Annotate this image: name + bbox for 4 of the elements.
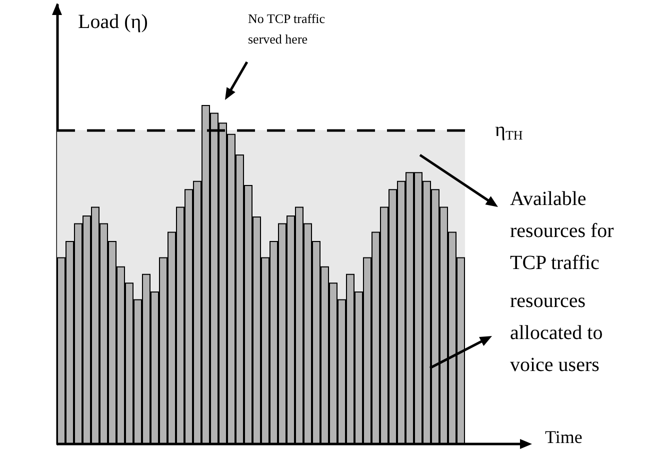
text: No TCP traffic served here xyxy=(248,10,328,47)
x-axis-title: Time xyxy=(545,427,582,447)
y-axis-title: Load (η) xyxy=(78,11,148,33)
text: resources allocated to voice users xyxy=(510,290,608,376)
